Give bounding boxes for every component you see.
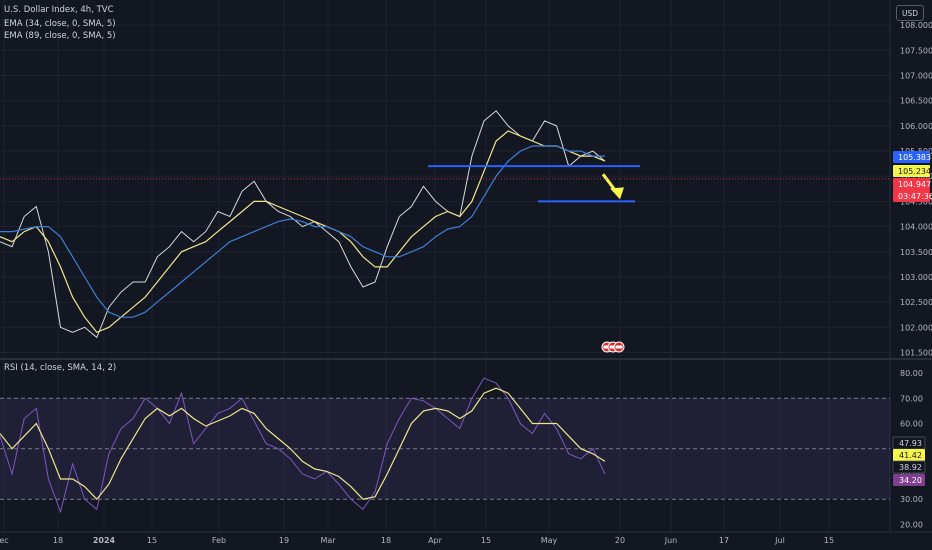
rsi-label-0: 47.93 (899, 439, 922, 448)
rsi-legend: RSI (14, close, SMA, 14, 2) (4, 363, 117, 373)
time-tick-9: 15 (481, 536, 491, 545)
price-series-1 (0, 130, 606, 334)
rsi-label-box-3 (893, 474, 925, 486)
rsi-tick-2: 60.00 (900, 420, 923, 429)
price-tick-2: 107.000 (900, 72, 932, 81)
ema34-legend: EMA (34, close, 0, SMA, 5) (4, 19, 116, 29)
price-tick-8: 104.000 (900, 223, 932, 232)
time-tick-13: 17 (719, 536, 729, 545)
currency-button[interactable]: USD (896, 5, 924, 21)
price-tick-1: 107.500 (900, 46, 932, 55)
rsi-tick-5: 30.00 (900, 495, 923, 504)
time-tick-3: 15 (147, 536, 157, 545)
rsi-label-3: 34.20 (899, 476, 922, 485)
price-tick-11: 102.500 (900, 298, 932, 307)
price-label-0: 105.383 (898, 153, 931, 162)
time-tick-0: ec (0, 536, 9, 545)
time-tick-1: 18 (53, 536, 63, 545)
time-tick-4: Feb (212, 536, 226, 545)
rsi-tick-6: 20.00 (900, 520, 923, 529)
time-tick-5: 19 (279, 536, 289, 545)
time-tick-7: 18 (381, 536, 391, 545)
price-tick-10: 103.000 (900, 273, 932, 282)
ema89-legend: EMA (89, close, 0, SMA, 5) (4, 31, 116, 41)
time-tick-15: 15 (824, 536, 834, 545)
rsi-series-1 (0, 387, 606, 501)
rsi-tick-0: 80.00 (900, 369, 923, 378)
time-tick-14: Jul (774, 536, 785, 545)
price-tick-0: 108.000 (900, 21, 932, 30)
chart-title: U.S. Dollar Index, 4h, TVC (4, 5, 114, 15)
time-tick-10: May (541, 536, 558, 545)
price-tick-13: 101.500 (900, 348, 932, 357)
price-label-3: 03:47:36 (898, 192, 932, 201)
rsi-label-box-1 (893, 449, 925, 461)
price-label-2: 104.947 (898, 180, 931, 189)
rsi-series-0 (0, 377, 606, 514)
price-series-0 (0, 110, 606, 339)
rsi-label-1: 41.42 (899, 451, 922, 460)
time-tick-12: Jun (664, 536, 678, 545)
price-label-box-1 (893, 165, 930, 177)
price-label-box-2 (893, 178, 930, 190)
arrow-head (610, 187, 624, 200)
price-label-1: 105.234 (898, 167, 931, 176)
price-label-box-3 (893, 190, 930, 202)
time-tick-6: Mar (320, 536, 336, 545)
price-tick-12: 102.000 (900, 323, 932, 332)
price-tick-3: 106.500 (900, 97, 932, 106)
time-tick-2: 2024 (93, 536, 116, 545)
us-flag-icon-2 (613, 341, 625, 353)
rsi-tick-1: 70.00 (900, 394, 923, 403)
time-tick-11: 20 (615, 536, 625, 545)
price-series-2 (0, 145, 605, 318)
price-tick-9: 103.500 (900, 248, 932, 257)
price-tick-4: 106.000 (900, 122, 932, 131)
rsi-label-box-2 (892, 460, 926, 474)
rsi-label-2: 38.92 (899, 463, 922, 472)
price-label-box-0 (893, 151, 930, 163)
time-tick-8: Apr (428, 536, 443, 545)
